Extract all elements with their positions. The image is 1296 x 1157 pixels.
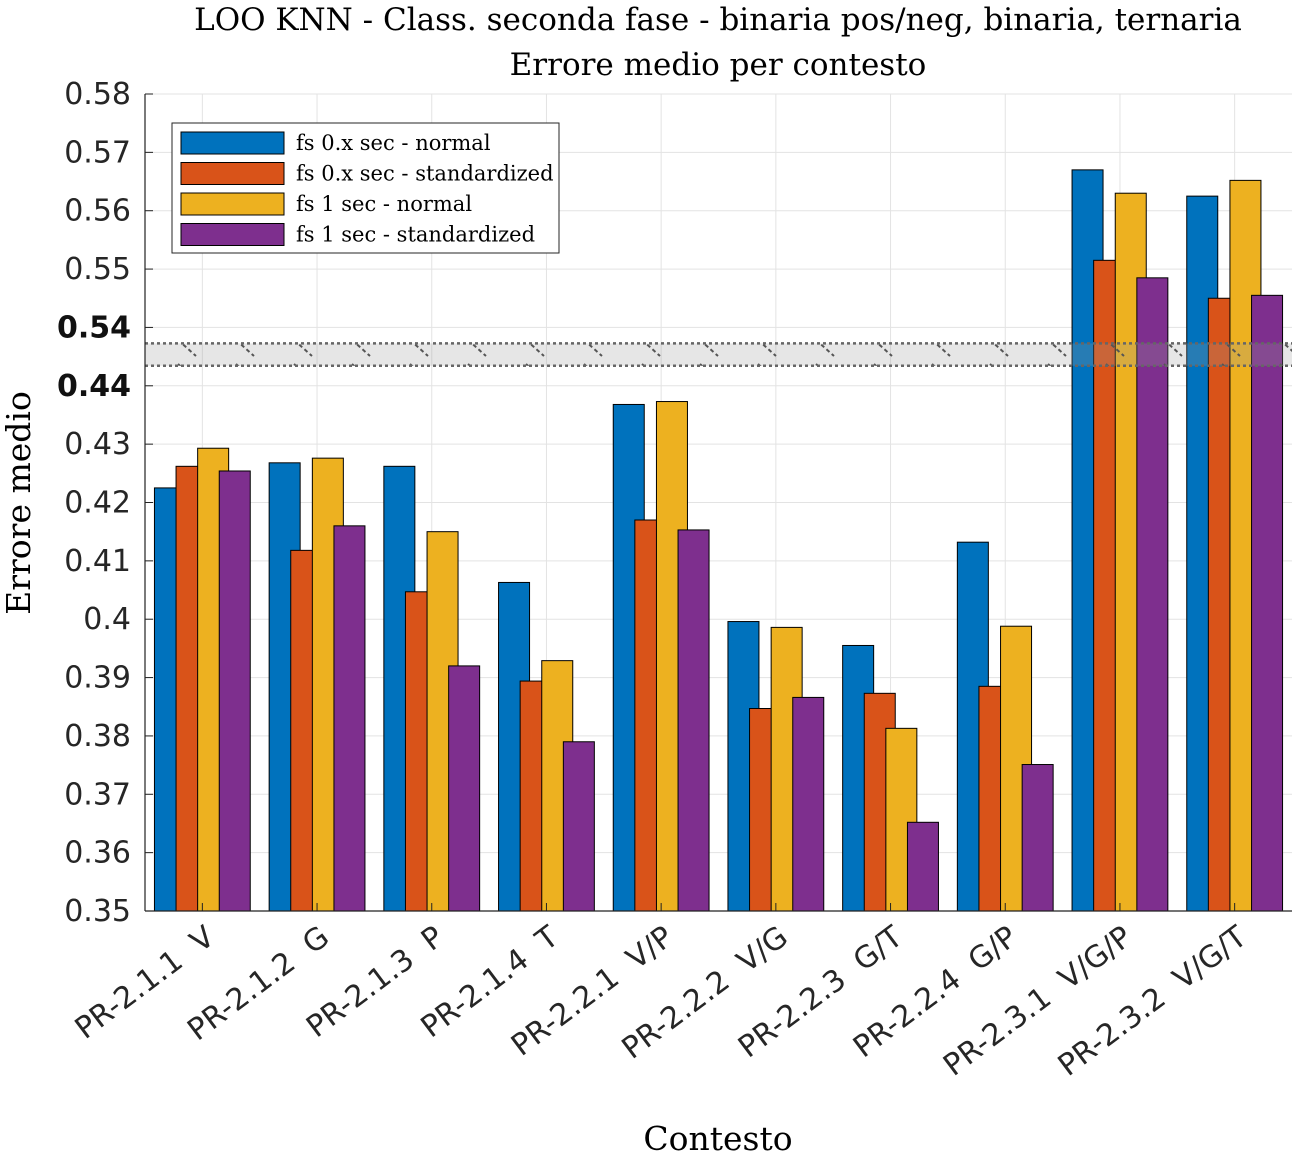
- y-tick-label: 0.42: [64, 486, 131, 521]
- y-tick-label: 0.58: [64, 77, 131, 112]
- break-hatch: [145, 343, 1292, 366]
- x-tick-label: PR-2.3.2 V/G/T: [1052, 919, 1254, 1084]
- axis-break: [145, 342, 1292, 368]
- legend-swatch: [180, 131, 285, 155]
- bars: [153, 169, 1284, 912]
- legend: fs 0.x sec - normal fs 0.x sec - standard…: [171, 122, 560, 254]
- bar: [562, 741, 595, 912]
- y-tick-label: 0.41: [64, 544, 131, 579]
- y-tick-label: 0.37: [64, 777, 131, 812]
- y-tick-label: 0.44: [57, 369, 131, 404]
- bar: [677, 529, 710, 912]
- legend-label: fs 0.x sec - standardized: [296, 162, 554, 186]
- legend-swatch: [180, 192, 285, 216]
- y-tick-label: 0.57: [64, 135, 131, 170]
- bar: [1251, 294, 1284, 912]
- y-tick-label: 0.38: [64, 719, 131, 754]
- y-tick-label: 0.35: [64, 894, 131, 929]
- y-tick-label: 0.4: [83, 602, 131, 637]
- bar: [792, 696, 825, 912]
- bar: [906, 821, 939, 912]
- bar: [448, 665, 481, 912]
- x-tick-label: PR-2.3.1 V/G/P: [937, 919, 1139, 1083]
- bar: [333, 525, 366, 912]
- y-tick-label: 0.54: [57, 310, 131, 345]
- y-tick-label: 0.55: [64, 252, 131, 287]
- y-tick-label: 0.39: [64, 661, 131, 696]
- legend-swatch: [180, 162, 285, 185]
- y-tick-label: 0.36: [64, 836, 131, 871]
- legend-swatch: [180, 223, 285, 246]
- bar: [1136, 277, 1169, 912]
- y-axis-label: Errore medio: [0, 391, 38, 615]
- legend-label: fs 1 sec - normal: [296, 192, 472, 216]
- chart-subtitle: Errore medio per contesto: [510, 47, 927, 83]
- bar: [218, 470, 251, 912]
- bar: [1021, 764, 1054, 912]
- y-tick-label: 0.43: [64, 427, 131, 462]
- x-axis-label: Contesto: [643, 1119, 792, 1157]
- y-tick-label: 0.56: [64, 194, 131, 229]
- legend-label: fs 0.x sec - normal: [296, 131, 491, 155]
- labels: LOO KNN - Class. seconda fase - binaria …: [0, 2, 1242, 1157]
- chart-title: LOO KNN - Class. seconda fase - binaria …: [194, 2, 1242, 38]
- legend-label: fs 1 sec - standardized: [296, 223, 535, 247]
